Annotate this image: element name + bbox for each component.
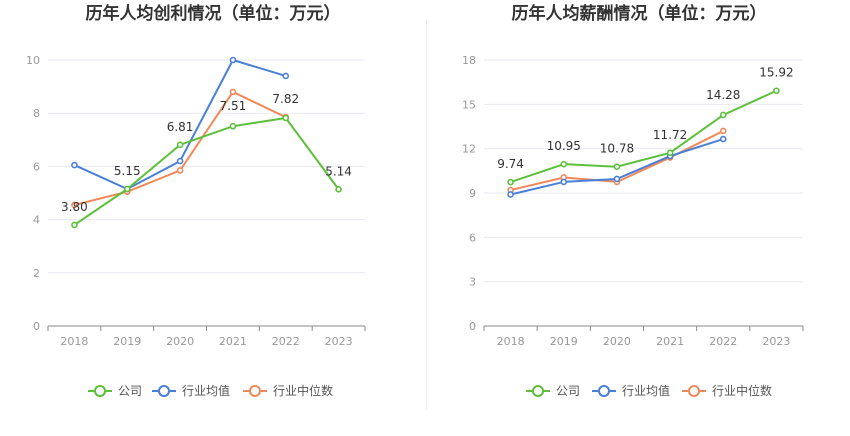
x-tick-label: 2019 [113,335,141,348]
data-point-company[interactable] [71,221,78,229]
profit-per-capita-chart: 历年人均创利情况（单位：万元） 0 2 4 6 8 10 2018 2019 2020 2021 20… [26,3,366,398]
y-tick-label: 12 [462,143,476,156]
x-tick-label: 2023 [325,335,353,348]
x-tick-label: 2022 [272,335,300,348]
chart-svg: 历年人均创利情况（单位：万元） 0 2 4 6 8 10 2018 2019 2020 2021 20… [26,3,366,398]
legend-marker [94,385,106,397]
legend-item-industry-avg[interactable]: 行业均值 [592,383,670,398]
legend-item-industry-median[interactable]: 行业中位数 [682,383,772,398]
data-label: 7.82 [272,92,299,106]
data-point-company[interactable] [176,141,184,149]
y-tick-label: 9 [469,187,476,200]
y-tick-label: 10 [26,54,40,67]
legend-item-industry-avg[interactable]: 行业均值 [152,383,230,398]
chart-title: 历年人均创利情况（单位：万元） [86,3,341,24]
data-point-industry-avg[interactable] [176,157,184,165]
data-point-company[interactable] [773,87,780,95]
data-point-company[interactable] [229,122,237,130]
data-point-industry-median[interactable] [719,127,727,135]
data-point-company[interactable] [719,111,727,119]
x-tick-label: 2021 [656,335,684,348]
y-tick-label: 2 [33,267,40,280]
x-tick-label: 2023 [762,335,790,348]
legend-item-industry-median[interactable]: 行业中位数 [243,383,333,398]
data-label: 5.15 [114,164,141,178]
y-tick-label: 6 [469,231,476,244]
x-tick-label: 2020 [166,335,194,348]
x-tick-label: 2019 [550,335,578,348]
data-point-company[interactable] [123,185,131,193]
legend-marker [688,385,700,397]
x-tick-label: 2018 [60,335,88,348]
y-tick-label: 8 [33,107,40,120]
data-label: 3.80 [61,200,88,214]
legend-item-company[interactable]: 公司 [526,384,580,398]
data-point-company[interactable] [282,114,290,122]
data-point-industry-median[interactable] [176,167,184,174]
salary-per-capita-chart: 历年人均薪酬情况（单位：万元） 0 3 6 9 12 15 18 2018 2019 2020 202… [426,0,850,436]
legend-marker [598,385,610,397]
data-point-industry-avg[interactable] [507,191,514,198]
data-label: 7.51 [220,99,247,113]
y-tick-label: 0 [33,320,40,333]
y-tick-label: 6 [33,160,40,173]
data-label: 15.92 [759,66,793,80]
data-point-industry-avg[interactable] [613,175,621,183]
legend-label: 行业均值 [182,383,230,398]
data-point-company[interactable] [613,163,621,170]
data-label: 6.81 [167,120,194,134]
chart-title: 历年人均薪酬情况（单位：万元） [512,3,767,24]
legend-item-company[interactable]: 公司 [88,384,142,398]
data-point-industry-avg[interactable] [229,56,237,64]
x-tick-label: 2022 [709,335,737,348]
data-point-company[interactable] [666,149,674,157]
data-label: 11.72 [653,128,687,142]
data-point-industry-median[interactable] [229,88,237,96]
legend-marker [249,385,261,397]
data-point-industry-avg[interactable] [282,72,290,80]
data-point-industry-avg[interactable] [71,161,78,169]
x-tick-label: 2018 [497,335,525,348]
series-line-industry-median [74,90,287,206]
y-tick-label: 4 [33,214,40,227]
panel-divider [426,20,427,410]
chart-svg: 历年人均薪酬情况（单位：万元） 0 3 6 9 12 15 18 2018 2019 2020 202… [462,3,804,398]
legend-label: 行业中位数 [712,383,772,398]
data-point-company[interactable] [507,178,514,186]
data-label: 14.28 [706,88,740,102]
data-point-industry-avg[interactable] [719,135,727,143]
data-point-company[interactable] [335,185,342,193]
x-tick-label: 2020 [603,335,631,348]
data-point-industry-avg[interactable] [560,178,568,186]
y-tick-label: 3 [469,276,476,289]
series-line-company [73,116,340,226]
legend-label: 行业中位数 [273,383,333,398]
data-label: 10.95 [547,139,581,153]
data-point-industry-median[interactable] [71,201,78,209]
data-label: 9.74 [497,157,524,171]
data-label: 10.78 [600,142,634,156]
legend-marker [158,385,170,397]
legend-marker [532,385,544,397]
y-tick-label: 15 [462,98,476,111]
legend-label: 公司 [118,384,142,398]
x-tick-label: 2021 [219,335,247,348]
y-tick-label: 18 [462,54,476,67]
data-label: 5.14 [325,164,352,178]
series-line-company [510,89,777,184]
y-tick-label: 0 [469,320,476,333]
legend-label: 行业均值 [622,383,670,398]
data-point-company[interactable] [560,160,568,168]
legend-label: 公司 [556,384,580,398]
